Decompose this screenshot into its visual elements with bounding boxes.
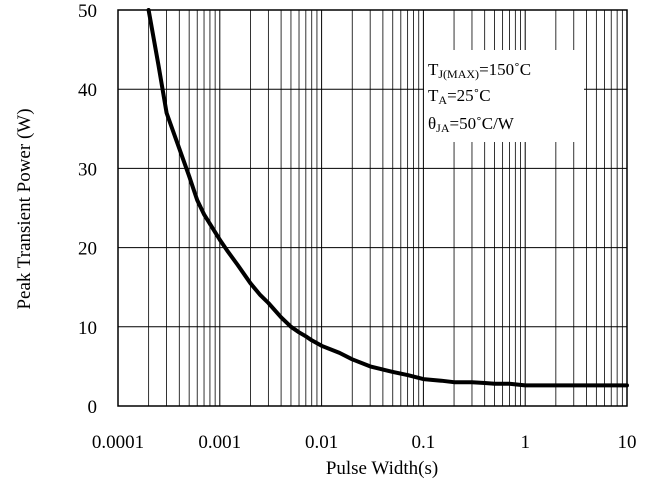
y-tick-label: 50 xyxy=(78,1,97,22)
x-tick-label: 0.0001 xyxy=(92,432,144,453)
x-tick-label: 10 xyxy=(618,432,637,453)
y-tick-label: 30 xyxy=(78,159,97,180)
annotation-value: =25˚C xyxy=(447,86,491,105)
y-axis-ticks: 0 10 20 30 40 50 xyxy=(78,1,97,418)
y-tick-label: 20 xyxy=(78,239,97,260)
annotation-line: TJ(MAX)=150˚C xyxy=(428,60,531,81)
annotation-value: =150˚C xyxy=(479,60,531,79)
annotation-subscript: J(MAX) xyxy=(438,67,479,81)
annotation-symbol: T xyxy=(428,60,439,79)
x-tick-label: 0.01 xyxy=(305,432,338,453)
annotation-background xyxy=(424,50,584,142)
y-tick-label: 0 xyxy=(88,397,98,418)
series-layer xyxy=(146,8,629,388)
annotation-line: θJA=50˚C/W xyxy=(428,114,515,135)
plot-frame xyxy=(117,9,628,407)
x-tick-label: 0.001 xyxy=(198,432,241,453)
y-tick-label: 10 xyxy=(78,318,97,339)
series-line xyxy=(146,8,629,388)
x-axis-ticks: 0.0001 0.001 0.01 0.1 1 10 xyxy=(92,432,637,453)
y-tick-label: 40 xyxy=(78,80,97,101)
plot-border xyxy=(117,9,628,407)
annotation-symbol: T xyxy=(428,86,439,105)
annotation-subscript: JA xyxy=(436,121,450,135)
x-axis-title: Pulse Width(s) xyxy=(326,458,438,479)
x-tick-label: 1 xyxy=(520,432,530,453)
annotation-value: =50˚C/W xyxy=(450,114,515,133)
x-tick-label: 0.1 xyxy=(412,432,436,453)
annotation-symbol: θ xyxy=(428,114,436,133)
annotation-line: TA=25˚C xyxy=(428,86,491,107)
annotation-subscript: A xyxy=(438,93,447,107)
y-axis-title: Peak Transient Power (W) xyxy=(14,108,35,309)
grid xyxy=(118,10,627,406)
